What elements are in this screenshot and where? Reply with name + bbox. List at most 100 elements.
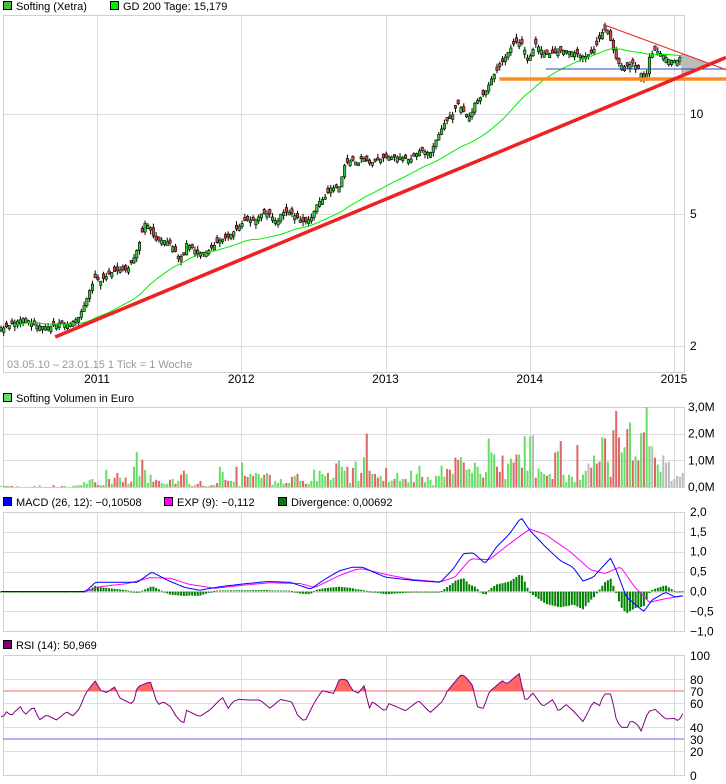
volume-bar — [509, 458, 512, 487]
divergence-bar — [399, 591, 402, 594]
candle-body — [523, 49, 527, 55]
candle — [24, 316, 28, 323]
candle-body — [437, 134, 441, 141]
candle-body — [146, 224, 150, 230]
divergence-bar — [509, 580, 512, 592]
volume-bar — [568, 474, 571, 487]
candle-body — [451, 114, 455, 120]
divergence-bar — [568, 591, 571, 606]
divergence-bar — [423, 591, 426, 593]
divergence-bar — [254, 590, 257, 592]
date-range-label: 03.05.10 – 23.01.15 1 Tick = 1 Woche — [7, 359, 192, 371]
volume-bar — [581, 474, 584, 487]
candle-body — [293, 215, 297, 221]
candle-body — [381, 153, 385, 159]
divergence-bar — [246, 590, 249, 592]
divergence-bar — [471, 585, 474, 592]
candle — [276, 217, 280, 228]
candle — [232, 230, 236, 240]
candle-body — [246, 216, 250, 221]
volume-bar — [493, 454, 496, 487]
divergence-bar — [357, 589, 360, 592]
candle-body — [501, 58, 505, 63]
volume-bar — [601, 437, 604, 487]
candle-body — [609, 30, 613, 41]
candle — [307, 216, 311, 227]
divergence-bar — [213, 590, 216, 592]
candle — [384, 151, 388, 160]
candle-body — [290, 208, 294, 214]
volume-bar — [590, 467, 593, 487]
candle — [218, 237, 222, 248]
candle-body — [550, 49, 554, 54]
candle — [74, 317, 78, 326]
candle-body — [24, 318, 28, 323]
candle — [675, 59, 679, 67]
divergence-bar — [421, 591, 424, 593]
volume-bar — [576, 445, 579, 487]
candle-body — [465, 113, 469, 118]
divergence-bar — [604, 582, 607, 592]
divergence-bar — [501, 583, 504, 592]
divergence-bar — [157, 589, 160, 592]
candle-body — [273, 220, 277, 224]
volume-bar — [390, 480, 393, 487]
volume-bar — [351, 467, 354, 487]
candle-body — [193, 249, 197, 255]
candle-body — [634, 64, 638, 70]
candle — [362, 156, 366, 163]
candle-body — [459, 107, 463, 113]
volume-bar — [274, 480, 277, 487]
divergence-bar — [595, 591, 598, 594]
candle — [298, 215, 302, 224]
candle — [609, 28, 613, 42]
candle — [559, 46, 563, 54]
divergence-bar — [362, 590, 365, 592]
candle-body — [218, 239, 222, 244]
candle — [548, 52, 552, 58]
candle-body — [115, 266, 119, 272]
divergence-bar — [177, 591, 180, 596]
candle-body — [334, 184, 338, 188]
volume-bar — [598, 461, 601, 487]
divergence-bar — [315, 589, 318, 592]
candle — [412, 152, 416, 157]
divergence-bar — [570, 591, 573, 605]
volume-bar — [634, 456, 637, 487]
volume-bar — [282, 483, 285, 487]
volume-bar — [437, 475, 440, 487]
volume-bar — [540, 471, 543, 487]
volume-bar — [318, 470, 321, 487]
candle-body — [309, 217, 313, 222]
candle-body — [345, 158, 349, 163]
candle — [259, 213, 263, 222]
divergence-bar — [418, 591, 421, 593]
price-tick-label: 5 — [690, 207, 697, 221]
divergence-bar — [645, 591, 648, 600]
candle — [262, 207, 266, 215]
candle-body — [126, 267, 130, 273]
macd-tick-label: −1,0 — [690, 624, 714, 638]
candle-body — [498, 63, 502, 67]
candle-body — [174, 246, 178, 252]
divergence-bar — [512, 578, 515, 592]
volume-panel-frame — [3, 407, 685, 488]
candle-body — [631, 59, 635, 64]
candle-body — [404, 154, 408, 159]
volume-bar — [376, 477, 379, 487]
divergence-bar — [390, 591, 393, 594]
candle-body — [614, 49, 618, 59]
divergence-bar — [609, 578, 612, 592]
candle-body — [74, 319, 78, 323]
volume-bar — [429, 479, 432, 487]
divergence-bar — [349, 587, 352, 592]
candle-body — [670, 60, 674, 66]
candle — [628, 61, 632, 73]
candle — [453, 104, 457, 113]
candle — [284, 203, 288, 217]
volume-bar — [310, 480, 313, 487]
candle — [82, 301, 86, 312]
candle — [567, 50, 571, 59]
candle-body — [370, 162, 374, 166]
candle-body — [240, 223, 244, 227]
